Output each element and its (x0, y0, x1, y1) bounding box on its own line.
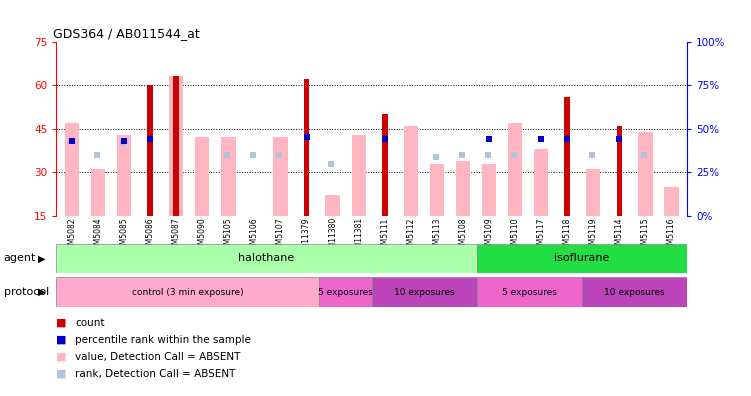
Text: agent: agent (4, 253, 36, 263)
Text: 10 exposures: 10 exposures (605, 287, 665, 297)
Bar (582, 277, 687, 307)
Bar (195, 137, 210, 216)
Text: count: count (75, 318, 104, 328)
Bar (56, 244, 477, 273)
Bar (404, 126, 418, 216)
Bar (91, 169, 105, 216)
Bar (173, 76, 179, 216)
Bar (147, 85, 153, 216)
Bar (456, 161, 470, 216)
Text: value, Detection Call = ABSENT: value, Detection Call = ABSENT (75, 352, 240, 362)
Bar (351, 135, 366, 216)
Text: ■: ■ (56, 352, 67, 362)
Bar (638, 131, 653, 216)
Text: protocol: protocol (4, 287, 49, 297)
Bar (319, 277, 372, 307)
Bar (565, 97, 570, 216)
Text: control (3 min exposure): control (3 min exposure) (132, 287, 243, 297)
Bar (477, 244, 687, 273)
Text: percentile rank within the sample: percentile rank within the sample (75, 335, 251, 345)
Bar (273, 137, 288, 216)
Bar (56, 277, 319, 307)
Bar (372, 277, 477, 307)
Bar (117, 135, 131, 216)
Bar (169, 76, 183, 216)
Bar (508, 123, 522, 216)
Bar (382, 114, 388, 216)
Text: 5 exposures: 5 exposures (502, 287, 557, 297)
Text: ■: ■ (56, 369, 67, 379)
Bar (586, 169, 601, 216)
Text: 5 exposures: 5 exposures (318, 287, 373, 297)
Bar (303, 79, 309, 216)
Text: isoflurane: isoflurane (554, 253, 610, 263)
Bar (430, 164, 444, 216)
Bar (482, 164, 496, 216)
Text: halothane: halothane (239, 253, 294, 263)
Text: rank, Detection Call = ABSENT: rank, Detection Call = ABSENT (75, 369, 236, 379)
Text: ■: ■ (56, 318, 67, 328)
Bar (325, 196, 339, 216)
Text: 10 exposures: 10 exposures (394, 287, 454, 297)
Text: ■: ■ (56, 335, 67, 345)
Text: GDS364 / AB011544_at: GDS364 / AB011544_at (53, 27, 200, 40)
Bar (534, 149, 548, 216)
Bar (65, 123, 79, 216)
Text: ▶: ▶ (38, 287, 45, 297)
Bar (665, 187, 679, 216)
Bar (617, 126, 623, 216)
Bar (222, 137, 236, 216)
Text: ▶: ▶ (38, 253, 45, 263)
Bar (477, 277, 582, 307)
